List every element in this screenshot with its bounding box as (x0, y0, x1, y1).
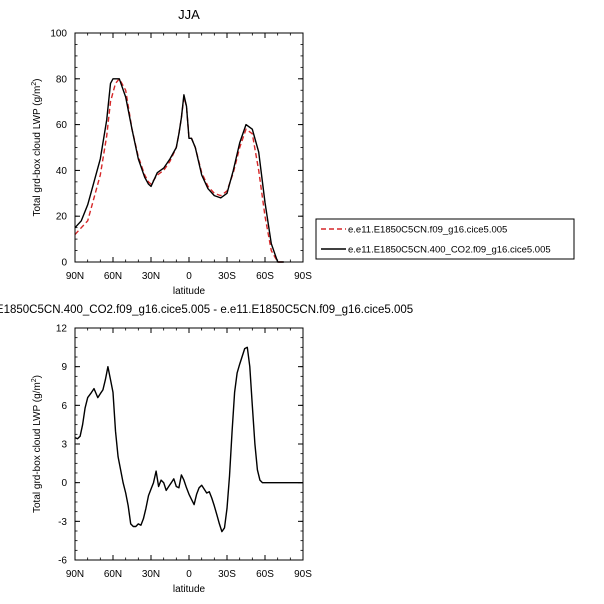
x-tick-label: 90S (294, 271, 312, 282)
y-axis-label: Total grd-box cloud LWP (g/m2) (31, 78, 43, 216)
legend-label: e.e11.E1850C5CN.400_CO2.f09_g16.cice5.00… (348, 245, 551, 256)
x-tick-label: 60N (104, 569, 122, 580)
x-axis-label: latitude (173, 584, 206, 595)
x-axis-label: latitude (173, 286, 206, 297)
y-tick-label: 40 (56, 166, 68, 177)
series-line (74, 78, 284, 263)
panel-difference: e.e11.E1850C5CN.400_CO2.f09_g16.cice5.00… (0, 304, 413, 595)
x-tick-label: 30S (218, 569, 236, 580)
x-tick-label: 60N (104, 271, 122, 282)
x-tick-label: 60S (256, 569, 274, 580)
x-tick-label: 90N (66, 271, 84, 282)
y-tick-label: -3 (58, 517, 67, 528)
y-tick-label: 20 (56, 212, 68, 223)
y-tick-label: -6 (58, 556, 67, 567)
series-line (74, 346, 303, 533)
x-tick-label: 0 (186, 569, 192, 580)
y-tick-label: 0 (61, 478, 67, 489)
chart-title: JJA (178, 7, 200, 22)
x-tick-label: 0 (186, 271, 192, 282)
y-tick-label: 80 (56, 74, 68, 85)
y-tick-label: 60 (56, 120, 68, 131)
y-axis-label: Total grd-box cloud LWP (g/m2) (31, 375, 43, 513)
y-tick-label: 6 (61, 401, 67, 412)
panel-jja: JJA 90N 60N 30N 0 30S 60S 90S 0 20 40 60 80 100 lati… (31, 7, 575, 297)
x-tick-label: 90N (66, 569, 84, 580)
chart-title: e.e11.E1850C5CN.400_CO2.f09_g16.cice5.00… (0, 304, 413, 316)
y-tick-label: 0 (61, 258, 67, 269)
x-tick-label: 60S (256, 271, 274, 282)
series-line (74, 78, 284, 263)
y-tick-label: 3 (61, 440, 67, 451)
x-tick-label: 30N (142, 271, 160, 282)
y-tick-label: 9 (61, 362, 67, 373)
x-tick-label: 90S (294, 569, 312, 580)
x-tick-label: 30N (142, 569, 160, 580)
legend-box (315, 218, 575, 260)
legend: e.e11.E1850C5CN.f09_g16.cice5.005 e.e11.E… (315, 218, 575, 260)
x-tick-label: 30S (218, 271, 236, 282)
y-tick-label: 12 (56, 324, 68, 335)
legend-label: e.e11.E1850C5CN.f09_g16.cice5.005 (348, 225, 507, 236)
y-tick-label: 100 (50, 29, 67, 40)
plot-frame (74, 327, 304, 561)
